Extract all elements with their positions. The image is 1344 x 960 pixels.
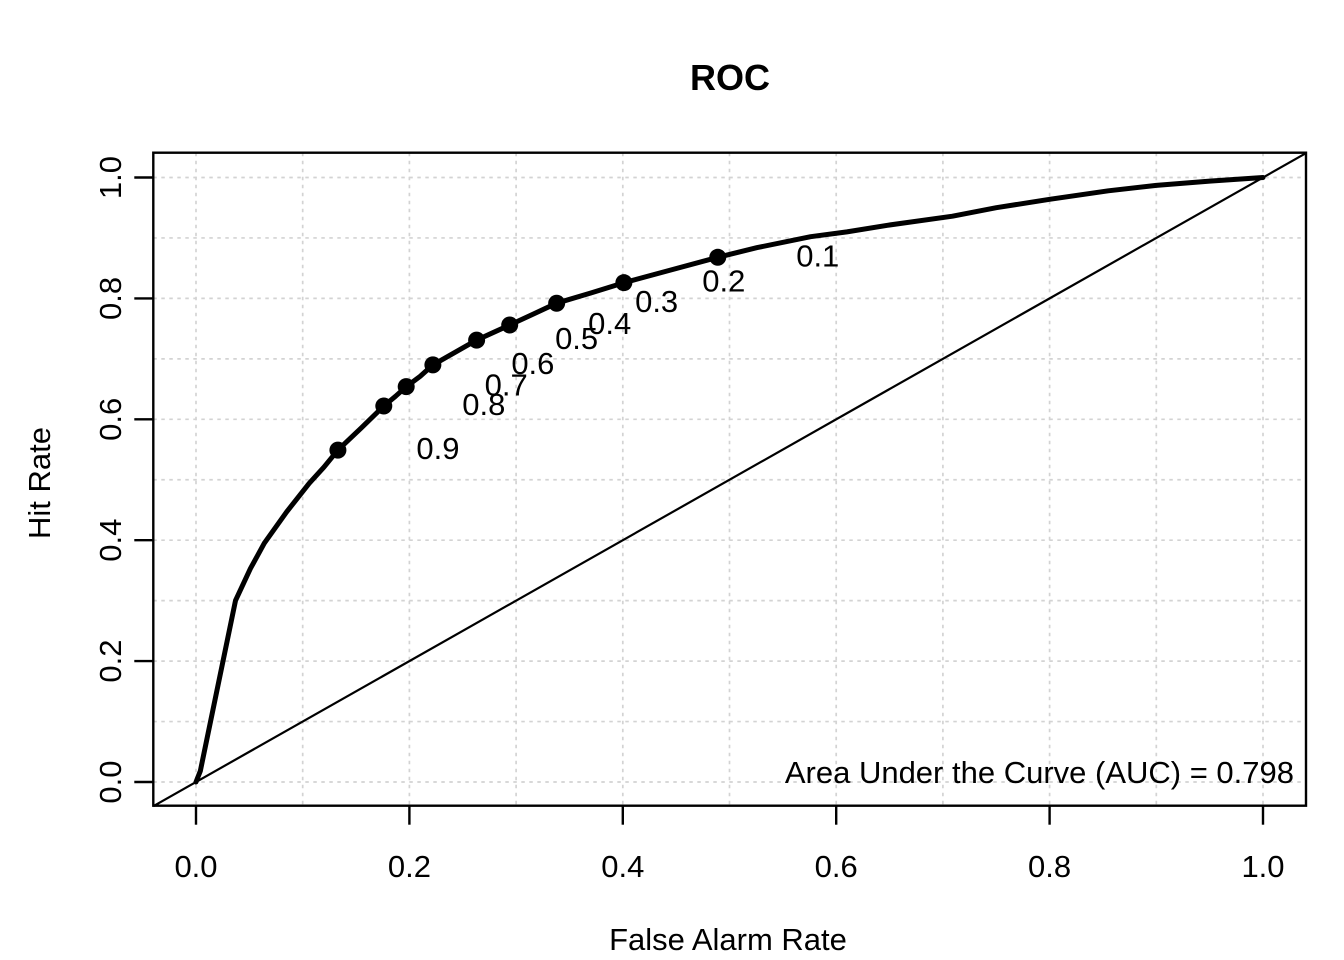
roc-curve — [193, 175, 1266, 785]
cutoff-label: 0.7 — [485, 368, 528, 403]
cutoff-label: 0.2 — [702, 264, 745, 299]
cutoff-point — [615, 274, 633, 292]
gridlines — [153, 152, 1306, 806]
cutoff-point — [501, 316, 519, 334]
x-axis-ticks: 0.0 0.2 0.4 0.6 0.8 1.0 — [174, 805, 1285, 884]
cutoff-point — [397, 378, 415, 396]
cutoff-point — [375, 397, 393, 415]
cutoff-label: 0.4 — [588, 306, 631, 341]
cutoff-point — [709, 248, 727, 266]
cutoff-point — [329, 441, 347, 459]
cutoff-label: 0.8 — [462, 387, 505, 422]
cutoff-labels: 0.90.80.70.60.50.40.3 0.2 0.1 — [416, 238, 839, 466]
cutoff-points — [329, 248, 727, 459]
x-tick-label: 0.2 — [388, 849, 431, 884]
auc-annotation: Area Under the Curve (AUC) = 0.798 — [785, 755, 1294, 790]
cutoff-label: 0.9 — [416, 431, 459, 466]
chance-diagonal — [152, 152, 1307, 808]
y-tick-label: 0.8 — [93, 277, 128, 320]
cutoff-label: 0.6 — [511, 346, 554, 381]
cutoff-point — [548, 294, 566, 312]
chance-diagonal-line — [152, 152, 1307, 808]
y-tick-label: 0.4 — [93, 519, 128, 562]
x-tick-label: 0.8 — [1028, 849, 1071, 884]
plot-area-border — [152, 151, 1308, 807]
cutoff-point — [424, 356, 442, 374]
y-axis-ticks: 0.0 0.2 0.4 0.6 0.8 1.0 — [93, 156, 154, 804]
x-tick-label: 0.6 — [815, 849, 858, 884]
x-tick-label: 1.0 — [1241, 849, 1284, 884]
y-axis-title: Hit Rate — [22, 427, 57, 539]
chart-title: ROC — [690, 57, 770, 98]
x-tick-label: 0.0 — [174, 849, 217, 884]
roc-curve-line — [193, 175, 1266, 785]
cutoff-label: 0.5 — [555, 321, 598, 356]
cutoff-label: 0.1 — [796, 238, 839, 273]
x-tick-label: 0.4 — [601, 849, 644, 884]
cutoff-point — [468, 331, 486, 349]
x-axis-title: False Alarm Rate — [609, 922, 847, 957]
y-tick-label: 0.2 — [93, 640, 128, 683]
y-tick-label: 0.0 — [93, 760, 128, 803]
cutoff-label: 0.3 — [635, 284, 678, 319]
y-tick-label: 0.6 — [93, 398, 128, 441]
y-tick-label: 1.0 — [93, 156, 128, 199]
